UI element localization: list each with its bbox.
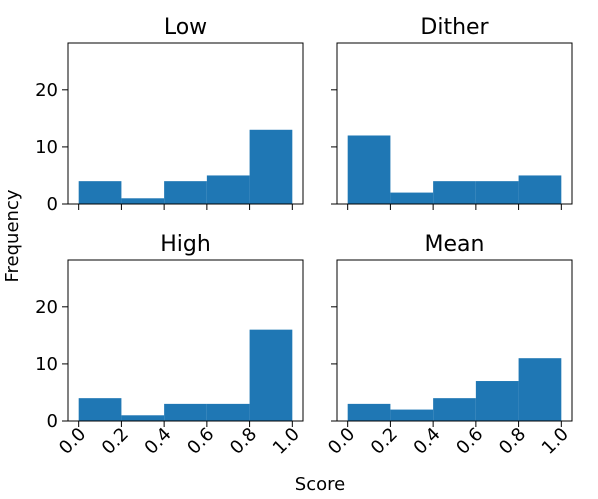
y-tick-label: 20 (35, 297, 58, 318)
bar (475, 181, 519, 204)
y-axis-label: Frequency (2, 189, 23, 282)
x-tick-label: 0.2 (98, 424, 133, 459)
panel-title: Dither (420, 15, 489, 40)
bar (164, 403, 207, 421)
y-tick-label: 20 (35, 80, 58, 101)
panel-title: Mean (425, 232, 485, 257)
bar (433, 181, 476, 204)
bar (390, 192, 434, 204)
panel: Mean 0.0 0.2 0.4 0.6 0.8 1.0 (324, 232, 573, 459)
bar (164, 181, 207, 204)
bar (78, 181, 122, 204)
panel: Low 0 10 20 (35, 15, 304, 215)
x-tick-label: 0.6 (452, 424, 487, 459)
x-tick-label: 0.2 (367, 424, 402, 459)
bar (433, 398, 476, 421)
bar (249, 329, 293, 421)
x-tick-label: 0.0 (55, 424, 90, 459)
bar (121, 198, 165, 204)
y-tick-label: 10 (35, 354, 58, 375)
bar (249, 129, 293, 204)
x-tick-label: 0.4 (410, 424, 445, 459)
y-tick-label: 0 (47, 194, 58, 215)
bar (518, 358, 562, 421)
bar (390, 409, 434, 421)
bar (121, 415, 165, 421)
x-tick-label: 1.0 (538, 424, 573, 459)
panel-title: Low (164, 15, 207, 40)
plot-frame (67, 259, 304, 422)
y-tick-label: 10 (35, 137, 58, 158)
panel-title: High (160, 232, 211, 257)
x-tick-label: 0.8 (226, 424, 261, 459)
bar (347, 135, 391, 204)
y-tick-label: 0 (47, 411, 58, 432)
panel: Dither (331, 15, 573, 210)
x-tick-label: 0.4 (141, 424, 176, 459)
x-tick-label: 1.0 (269, 424, 304, 459)
plot-frame (67, 42, 304, 205)
bar (206, 403, 250, 421)
bar (347, 403, 391, 421)
x-tick-label: 0.0 (324, 424, 359, 459)
bar (206, 175, 250, 204)
plot-frame (336, 259, 573, 422)
x-tick-label: 0.6 (183, 424, 218, 459)
x-tick-label: 0.8 (495, 424, 530, 459)
panel: High 0 10 20 0.0 0.2 0.4 0.6 0.8 1.0 (35, 232, 304, 459)
bar (78, 398, 122, 421)
bar (475, 381, 519, 421)
bar (518, 175, 562, 204)
plot-frame (336, 42, 573, 205)
x-axis-label: Score (295, 474, 345, 495)
